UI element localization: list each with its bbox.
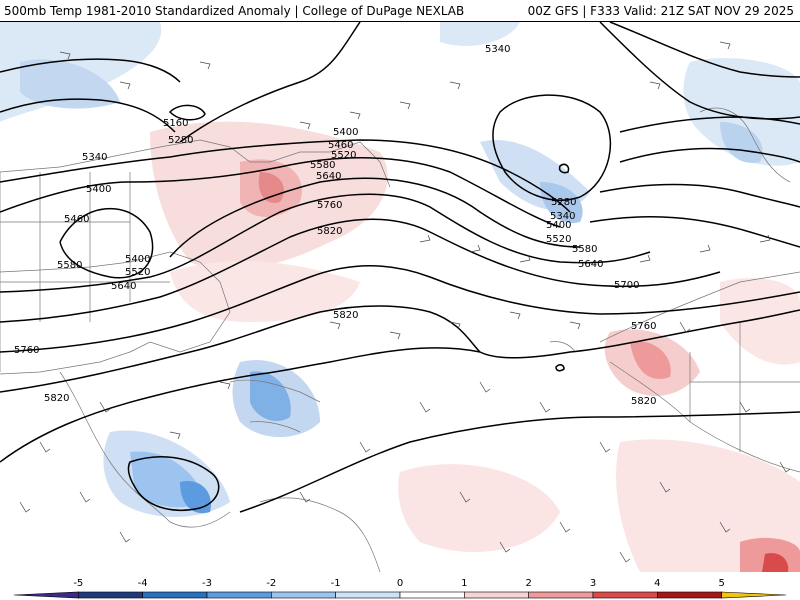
contour-label-5520b: 5520: [125, 267, 150, 278]
contour-label-5820: 5820: [317, 226, 342, 237]
legend-swatch: [271, 591, 336, 599]
legend-tick-label: 2: [525, 578, 531, 589]
legend-bar: [13, 591, 787, 599]
model-run-title: 00Z GFS | F333 Valid: 21Z SAT NOV 29 202…: [527, 4, 794, 18]
legend-swatch: [464, 591, 529, 599]
legend-swatch: [657, 591, 722, 599]
contour-label-5280b: 5280: [551, 197, 576, 208]
weather-map[interactable]: 5160 5280 5340 5400 5460 5520 5580 5640 …: [0, 22, 800, 572]
contour-label-5280: 5280: [168, 135, 193, 146]
contour-label-5400: 5400: [333, 127, 358, 138]
contour-label-5760: 5760: [317, 200, 342, 211]
contour-label-5520: 5520: [331, 150, 356, 161]
contour-label-5520c: 5520: [546, 234, 571, 245]
legend-swatch: [721, 591, 787, 599]
wind-barbs: [19, 41, 791, 563]
contour-label-5820b: 5820: [44, 393, 69, 404]
legend-swatch: [206, 591, 272, 599]
contour-label-5700: 5700: [614, 280, 639, 291]
legend-swatch: [528, 591, 594, 599]
legend-tick-label: 1: [461, 578, 467, 589]
contour-label-5400c: 5400: [125, 254, 150, 265]
coastlines: [0, 107, 800, 572]
contour-label-5640: 5640: [316, 171, 341, 182]
legend-swatch: [13, 591, 79, 599]
legend-tick-label: 3: [590, 578, 596, 589]
legend-colorbar: -5 -4 -3 -2 -1 0 1 2 3 4 5: [13, 578, 787, 599]
legend-swatch: [399, 591, 465, 599]
contour-label-5340: 5340: [82, 152, 107, 163]
legend-swatch: [335, 591, 401, 599]
contour-label-5640b: 5640: [111, 281, 136, 292]
legend-tick-label: -3: [202, 578, 212, 589]
legend-tick-label: 4: [654, 578, 660, 589]
contour-label-5460: 5460: [328, 140, 353, 151]
contour-labels: 5160 5280 5340 5400 5460 5520 5580 5640 …: [14, 44, 656, 407]
legend-swatch: [142, 591, 208, 599]
legend-tick-label: -4: [138, 578, 148, 589]
legend-tick-label: -1: [331, 578, 341, 589]
map-header: 500mb Temp 1981-2010 Standardized Anomal…: [0, 0, 800, 22]
contour-label-5460b: 5460: [64, 214, 89, 225]
legend-tick-label: 5: [718, 578, 724, 589]
anomaly-shading: [0, 22, 800, 572]
legend-tick-label: -2: [266, 578, 276, 589]
contour-label-5160: 5160: [163, 118, 188, 129]
contour-label-5580b: 5580: [57, 260, 82, 271]
contour-label-5580: 5580: [310, 160, 335, 171]
legend-ticks: -5 -4 -3 -2 -1 0 1 2 3 4 5: [73, 578, 725, 589]
contour-label-5640c: 5640: [578, 259, 603, 270]
contour-label-5820c: 5820: [333, 310, 358, 321]
legend-tick-label: -5: [73, 578, 83, 589]
legend-tick-label: 0: [397, 578, 403, 589]
legend-swatch: [592, 591, 658, 599]
contour-label-5580c: 5580: [572, 244, 597, 255]
legend-swatch: [78, 591, 143, 599]
contour-label-5760c: 5760: [631, 321, 656, 332]
anomaly-legend: -5 -4 -3 -2 -1 0 1 2 3 4 5: [0, 572, 800, 600]
product-title: 500mb Temp 1981-2010 Standardized Anomal…: [4, 4, 465, 18]
contour-label-5340c: 5340: [550, 211, 575, 222]
contour-label-5400b: 5400: [86, 184, 111, 195]
contour-label-5340b: 5340: [485, 44, 510, 55]
contour-label-5400d: 5400: [546, 220, 571, 231]
height-contours: [0, 22, 800, 513]
contour-label-5760b: 5760: [14, 345, 39, 356]
contour-label-5820d: 5820: [631, 396, 656, 407]
